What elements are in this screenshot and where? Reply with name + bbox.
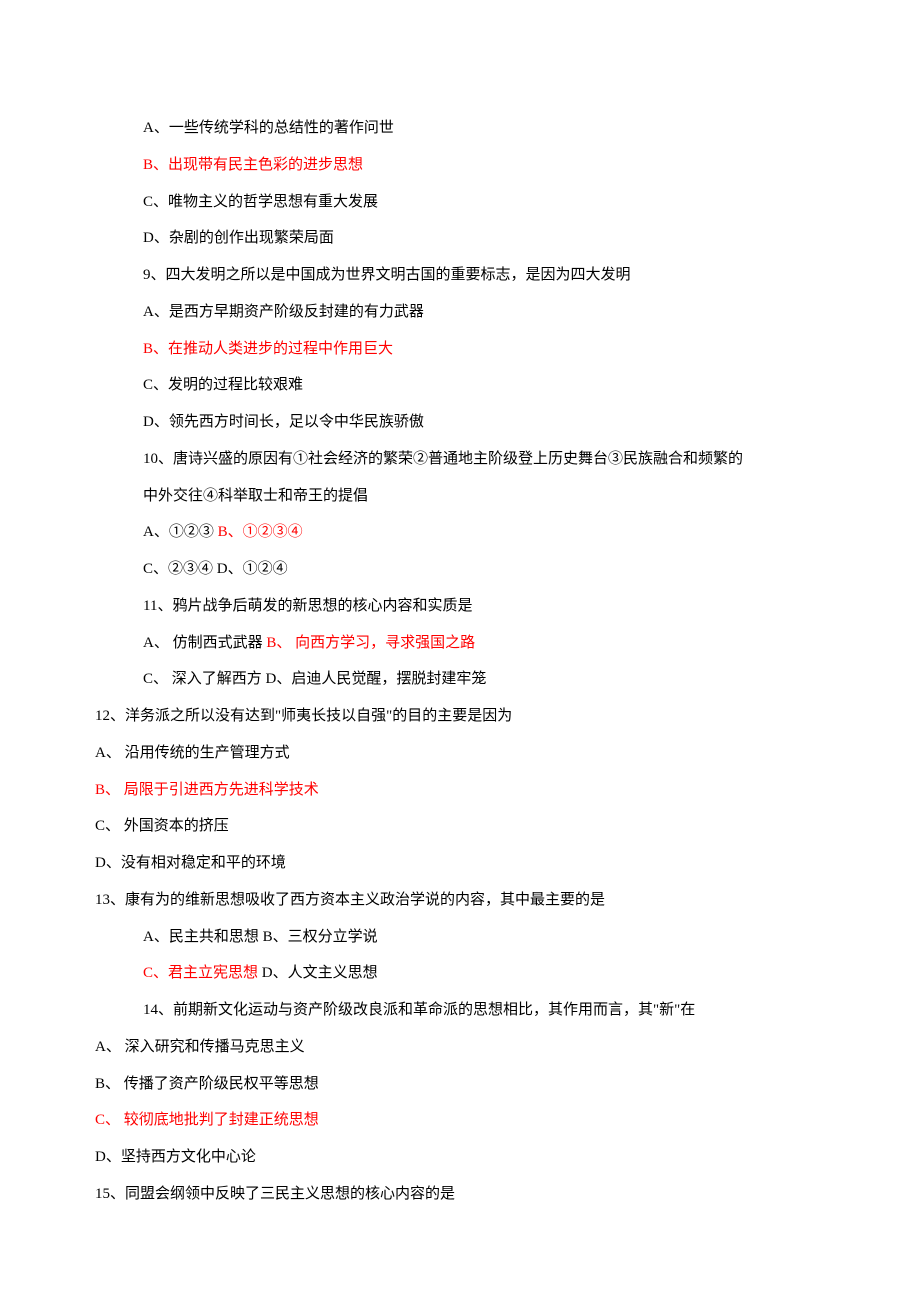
text-line: C、唯物主义的哲学思想有重大发展 bbox=[95, 184, 825, 221]
body-text: 11、鸦片战争后萌发的新思想的核心内容和实质是 bbox=[143, 598, 472, 614]
text-line: C、②③④ D、①②④ bbox=[95, 551, 825, 588]
text-line: C、发明的过程比较艰难 bbox=[95, 367, 825, 404]
text-line: B、出现带有民主色彩的进步思想 bbox=[95, 147, 825, 184]
body-text: C、发明的过程比较艰难 bbox=[143, 377, 303, 393]
text-line: A、 沿用传统的生产管理方式 bbox=[95, 735, 825, 772]
text-line: 13、康有为的维新思想吸收了西方资本主义政治学说的内容，其中最主要的是 bbox=[95, 882, 825, 919]
body-text: 9、四大发明之所以是中国成为世界文明古国的重要标志，是因为四大发明 bbox=[143, 267, 631, 283]
text-line: 11、鸦片战争后萌发的新思想的核心内容和实质是 bbox=[95, 588, 825, 625]
answer-text: C、君主立宪思想 bbox=[143, 965, 258, 981]
body-text: C、 深入了解西方 D、启迪人民觉醒，摆脱封建牢笼 bbox=[143, 671, 486, 687]
body-text: A、一些传统学科的总结性的著作问世 bbox=[143, 120, 394, 136]
body-text: A、 深入研究和传播马克思主义 bbox=[95, 1039, 305, 1055]
text-line: B、在推动人类进步的过程中作用巨大 bbox=[95, 331, 825, 368]
body-text: D、人文主义思想 bbox=[258, 965, 378, 981]
text-line: C、 外国资本的挤压 bbox=[95, 808, 825, 845]
text-line: B、 传播了资产阶级民权平等思想 bbox=[95, 1066, 825, 1103]
answer-text: B、在推动人类进步的过程中作用巨大 bbox=[143, 341, 393, 357]
text-line: 14、前期新文化运动与资产阶级改良派和革命派的思想相比，其作用而言，其"新"在 bbox=[95, 992, 825, 1029]
text-line: 中外交往④科举取士和帝王的提倡 bbox=[95, 478, 825, 515]
text-line: A、一些传统学科的总结性的著作问世 bbox=[95, 110, 825, 147]
answer-text: B、 向西方学习，寻求强国之路 bbox=[266, 635, 475, 651]
text-line: A、是西方早期资产阶级反封建的有力武器 bbox=[95, 294, 825, 331]
body-text: C、 外国资本的挤压 bbox=[95, 818, 229, 834]
body-text: D、坚持西方文化中心论 bbox=[95, 1149, 256, 1165]
answer-text: B、 局限于引进西方先进科学技术 bbox=[95, 782, 319, 798]
text-line: 12、洋务派之所以没有达到"师夷长技以自强"的目的主要是因为 bbox=[95, 698, 825, 735]
body-text: D、没有相对稳定和平的环境 bbox=[95, 855, 286, 871]
body-text: D、领先西方时间长，足以令中华民族骄傲 bbox=[143, 414, 424, 430]
answer-text: B、①②③④ bbox=[218, 524, 303, 540]
body-text: 中外交往④科举取士和帝王的提倡 bbox=[143, 488, 368, 504]
body-text: 15、同盟会纲领中反映了三民主义思想的核心内容的是 bbox=[95, 1186, 455, 1202]
text-line: 9、四大发明之所以是中国成为世界文明古国的重要标志，是因为四大发明 bbox=[95, 257, 825, 294]
text-line: B、 局限于引进西方先进科学技术 bbox=[95, 772, 825, 809]
text-line: C、 较彻底地批判了封建正统思想 bbox=[95, 1102, 825, 1139]
body-text: D、杂剧的创作出现繁荣局面 bbox=[143, 230, 334, 246]
body-text: A、①②③ bbox=[143, 524, 214, 540]
text-line: D、领先西方时间长，足以令中华民族骄傲 bbox=[95, 404, 825, 441]
text-line: D、杂剧的创作出现繁荣局面 bbox=[95, 220, 825, 257]
body-text: A、是西方早期资产阶级反封建的有力武器 bbox=[143, 304, 424, 320]
text-line: D、坚持西方文化中心论 bbox=[95, 1139, 825, 1176]
body-text: 13、康有为的维新思想吸收了西方资本主义政治学说的内容，其中最主要的是 bbox=[95, 892, 605, 908]
body-text: A、 仿制西式武器 bbox=[143, 635, 263, 651]
body-text: A、 沿用传统的生产管理方式 bbox=[95, 745, 290, 761]
body-text: B、 传播了资产阶级民权平等思想 bbox=[95, 1076, 319, 1092]
body-text: 12、洋务派之所以没有达到"师夷长技以自强"的目的主要是因为 bbox=[95, 708, 512, 724]
answer-text: B、出现带有民主色彩的进步思想 bbox=[143, 157, 363, 173]
text-line: C、君主立宪思想 D、人文主义思想 bbox=[95, 955, 825, 992]
body-text: D、①②④ bbox=[217, 561, 288, 577]
text-line: A、 深入研究和传播马克思主义 bbox=[95, 1029, 825, 1066]
text-line: A、民主共和思想 B、三权分立学说 bbox=[95, 919, 825, 956]
answer-text: C、 较彻底地批判了封建正统思想 bbox=[95, 1112, 319, 1128]
text-line: 15、同盟会纲领中反映了三民主义思想的核心内容的是 bbox=[95, 1176, 825, 1213]
body-text: A、民主共和思想 B、三权分立学说 bbox=[143, 929, 378, 945]
body-text: C、②③④ bbox=[143, 561, 213, 577]
text-line: C、 深入了解西方 D、启迪人民觉醒，摆脱封建牢笼 bbox=[95, 661, 825, 698]
text-line: D、没有相对稳定和平的环境 bbox=[95, 845, 825, 882]
text-line: A、①②③ B、①②③④ bbox=[95, 514, 825, 551]
text-line: 10、唐诗兴盛的原因有①社会经济的繁荣②普通地主阶级登上历史舞台③民族融合和频繁… bbox=[95, 441, 825, 478]
text-line: A、 仿制西式武器 B、 向西方学习，寻求强国之路 bbox=[95, 625, 825, 662]
body-text: 14、前期新文化运动与资产阶级改良派和革命派的思想相比，其作用而言，其"新"在 bbox=[143, 1002, 695, 1018]
document-page: A、一些传统学科的总结性的著作问世 B、出现带有民主色彩的进步思想 C、唯物主义的哲… bbox=[0, 0, 920, 1273]
body-text: C、唯物主义的哲学思想有重大发展 bbox=[143, 194, 378, 210]
body-text: 10、唐诗兴盛的原因有①社会经济的繁荣②普通地主阶级登上历史舞台③民族融合和频繁… bbox=[143, 451, 743, 467]
